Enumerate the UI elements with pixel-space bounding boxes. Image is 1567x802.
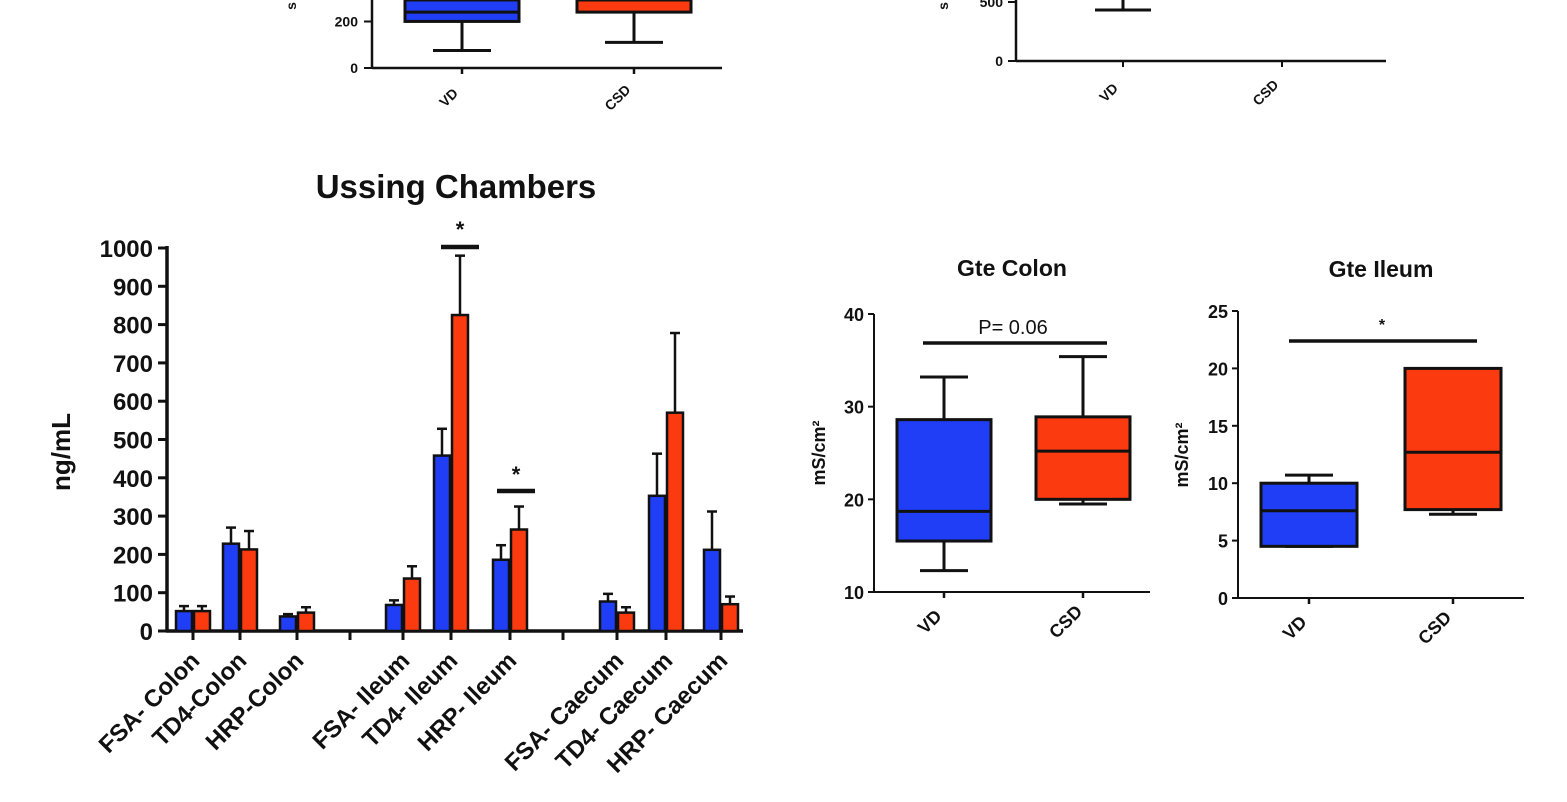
y-tick-label: 600 <box>113 389 153 416</box>
box-csd <box>575 0 693 14</box>
ussing-chambers-bar-chart: Ussing Chambers ng/mL 0 100 200 300 400 500 600 7… <box>46 168 743 778</box>
significance-star: * <box>456 217 465 242</box>
bar-csd <box>239 548 259 633</box>
x-tick-label: VD <box>914 606 946 638</box>
chart-title: Gte Colon <box>957 255 1067 281</box>
bar-csd <box>192 609 212 633</box>
gte-colon-box-plot: Gte Colon mS/cm² 10 20 30 40 VD CSD P= 0.06 <box>809 255 1150 642</box>
y-tick-label: 25 <box>1208 302 1228 322</box>
y-tick-label: 10 <box>1208 474 1228 494</box>
bar-vd <box>647 494 667 633</box>
bar-vd <box>491 558 511 633</box>
y-tick-label: 0 <box>995 53 1003 69</box>
bar-csd <box>720 602 740 633</box>
x-tick-label: CSD <box>601 81 633 113</box>
y-tick-label: 200 <box>335 14 359 30</box>
top-left-box-plot: 0 200 s VD CSD <box>283 0 722 114</box>
bar-vd <box>278 615 298 633</box>
p-value-annotation: P= 0.06 <box>978 317 1048 339</box>
y-tick-label: 700 <box>113 351 153 378</box>
significance-star: * <box>1379 317 1386 334</box>
bar-csd <box>296 611 316 633</box>
y-tick-label: 5 <box>1218 532 1228 552</box>
bar-csd <box>616 611 636 633</box>
y-tick-label: 1000 <box>100 236 153 263</box>
x-tick-label: VD <box>1096 80 1121 105</box>
bar-csd <box>665 411 685 633</box>
y-axis-label: ng/mL <box>46 413 76 491</box>
bar-vd <box>598 600 618 633</box>
y-tick-label: 40 <box>844 305 864 325</box>
bar-csd <box>509 528 529 633</box>
x-tick-label: CSD <box>1249 76 1281 108</box>
x-tick-label: VD <box>1279 612 1311 644</box>
y-tick-label: 10 <box>844 583 864 603</box>
bar-vd <box>432 454 452 633</box>
y-axis-label-partial: s <box>283 2 299 10</box>
y-axis-label-partial: s <box>935 2 951 10</box>
box-vd <box>1259 481 1359 548</box>
gte-ileum-box-plot: Gte Ileum mS/cm² 0 5 10 15 20 25 VD CSD * <box>1172 256 1524 648</box>
y-tick-label: 0 <box>1218 589 1228 609</box>
bar-vd <box>174 609 194 633</box>
bar-csd <box>450 313 470 633</box>
x-tick-label: CSD <box>1045 601 1086 642</box>
box-vd <box>895 418 993 543</box>
chart-title: Ussing Chambers <box>316 168 597 205</box>
y-tick-label: 20 <box>844 490 864 510</box>
y-tick-label: 0 <box>350 60 358 76</box>
box-csd <box>1034 415 1132 501</box>
y-tick-label: 300 <box>113 504 153 531</box>
y-tick-label: 200 <box>113 542 153 569</box>
bar-csd <box>402 577 422 633</box>
box-csd <box>1403 366 1503 512</box>
y-tick-label: 500 <box>113 428 153 455</box>
y-tick-label: 15 <box>1208 417 1228 437</box>
y-tick-label: 20 <box>1208 359 1228 379</box>
significance-star: * <box>512 462 521 487</box>
bar-vd <box>702 548 722 633</box>
y-axis-label: mS/cm² <box>809 420 829 485</box>
chart-title: Gte Ileum <box>1329 256 1434 282</box>
y-tick-label: 100 <box>113 581 153 608</box>
y-tick-label: 500 <box>980 0 1004 10</box>
x-tick-label: VD <box>436 85 461 110</box>
bar-vd <box>221 542 241 633</box>
y-tick-label: 900 <box>113 274 153 301</box>
x-tick-label: CSD <box>1414 607 1455 648</box>
y-tick-label: 800 <box>113 313 153 340</box>
bar-vd <box>384 603 404 633</box>
y-axis-label: mS/cm² <box>1172 422 1192 487</box>
y-tick-label: 0 <box>140 619 153 646</box>
y-tick-label: 30 <box>844 398 864 418</box>
y-tick-label: 400 <box>113 466 153 493</box>
top-right-box-plot: 0 500 s VD CSD <box>935 0 1386 109</box>
